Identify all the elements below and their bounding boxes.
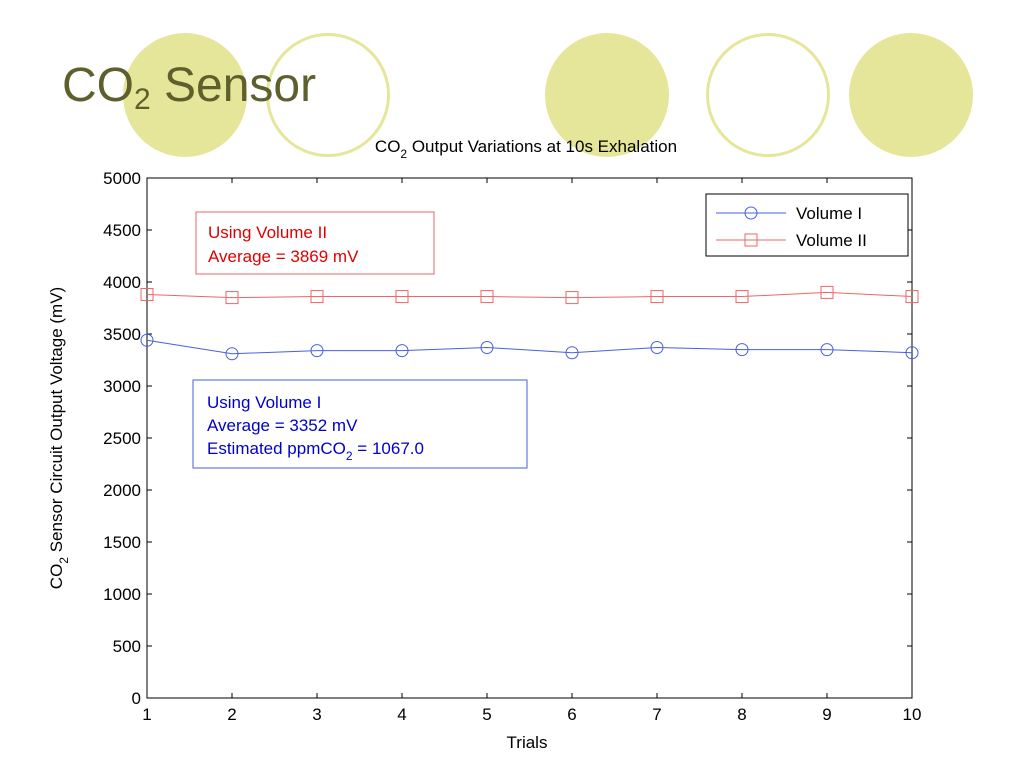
data-point-volume-2 xyxy=(310,290,324,304)
y-axis-label: CO2 Sensor Circuit Output Voltage (mV) xyxy=(47,287,71,589)
data-point-volume-1 xyxy=(395,344,409,358)
series-line-1 xyxy=(146,339,913,355)
x-tick-label: 10 xyxy=(903,705,922,724)
data-point-volume-2 xyxy=(140,287,154,301)
axis-ticks: 1 2 3 4 5 6 7 8 9 10 0 500 1000 1500 2000 2500 3000 3500 4… xyxy=(103,169,921,724)
x-tick-label: 3 xyxy=(312,705,321,724)
annotation-volume-2-line2: Average = 3869 mV xyxy=(208,247,359,266)
slide-title: CO2 Sensor xyxy=(62,59,317,116)
series-layer xyxy=(140,285,919,361)
chart-title: CO2 Output Variations at 10s Exhalation xyxy=(375,137,677,161)
data-point-volume-2 xyxy=(905,290,919,304)
y-tick-label: 0 xyxy=(132,689,141,708)
data-point-volume-2 xyxy=(820,285,834,299)
annotation-volume-1-box xyxy=(192,379,528,469)
legend: Volume I Volume II xyxy=(705,193,909,257)
data-point-volume-2 xyxy=(395,290,409,304)
annotation-volume-1-line1: Using Volume I xyxy=(207,393,321,412)
data-point-volume-1 xyxy=(905,346,919,360)
annotation-volume-1-line2: Average = 3352 mV xyxy=(207,416,358,435)
y-tick-label: 2000 xyxy=(103,481,141,500)
legend-marker-volume-1 xyxy=(744,206,758,220)
legend-box xyxy=(705,193,909,257)
decorative-circle-filled-1 xyxy=(123,33,247,157)
data-point-volume-1 xyxy=(480,341,494,355)
data-point-volume-1 xyxy=(225,347,239,361)
data-point-volume-2 xyxy=(225,291,239,305)
data-point-volume-2 xyxy=(565,291,579,305)
y-tick-label: 4000 xyxy=(103,273,141,292)
annotation-volume-2-box xyxy=(195,211,435,275)
y-tick-label: 2500 xyxy=(103,429,141,448)
x-tick-label: 5 xyxy=(482,705,491,724)
data-point-volume-2 xyxy=(650,290,664,304)
x-tick-label: 7 xyxy=(652,705,661,724)
legend-marker-volume-2 xyxy=(744,233,758,247)
data-point-volume-1 xyxy=(735,343,749,357)
legend-label-volume-2: Volume II xyxy=(796,231,867,250)
annotation-volume-1: Using Volume I Average = 3352 mV Estimat… xyxy=(192,379,528,469)
y-tick-label: 1000 xyxy=(103,585,141,604)
series-line-2 xyxy=(146,291,913,299)
decorative-circle-ring-2 xyxy=(706,33,830,157)
decorative-circle-ring-1 xyxy=(266,33,390,157)
x-tick-label: 8 xyxy=(737,705,746,724)
data-point-volume-1 xyxy=(820,343,834,357)
x-tick-label: 1 xyxy=(142,705,151,724)
data-point-volume-1 xyxy=(650,341,664,355)
y-tick-label: 3500 xyxy=(103,325,141,344)
x-axis-label: Trials xyxy=(507,733,548,752)
annotation-volume-2-line1: Using Volume II xyxy=(208,223,327,242)
x-tick-label: 4 xyxy=(397,705,406,724)
data-point-volume-2 xyxy=(735,290,749,304)
annotation-volume-1-line3: Estimated ppmCO2 = 1067.0 xyxy=(207,439,424,463)
y-tick-label: 500 xyxy=(113,637,141,656)
legend-label-volume-1: Volume I xyxy=(796,204,862,223)
decorative-circle-filled-3 xyxy=(849,33,973,157)
data-point-volume-2 xyxy=(480,290,494,304)
y-tick-label: 3000 xyxy=(103,377,141,396)
y-tick-label: 4500 xyxy=(103,221,141,240)
x-tick-label: 9 xyxy=(822,705,831,724)
data-point-volume-1 xyxy=(310,344,324,358)
data-point-volume-1 xyxy=(140,333,154,347)
x-tick-label: 6 xyxy=(567,705,576,724)
x-tick-label: 2 xyxy=(227,705,236,724)
y-tick-label: 1500 xyxy=(103,533,141,552)
y-tick-label: 5000 xyxy=(103,169,141,188)
annotation-volume-2: Using Volume II Average = 3869 mV xyxy=(195,211,435,275)
data-point-volume-1 xyxy=(565,346,579,360)
decorative-circle-filled-2 xyxy=(545,33,669,157)
